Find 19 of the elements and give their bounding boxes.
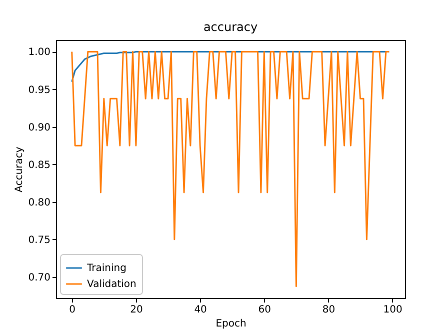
x-tick-label: 20 bbox=[130, 304, 143, 316]
y-tick-label: 0.75 bbox=[28, 234, 50, 246]
x-tick-label: 60 bbox=[258, 304, 272, 316]
y-tick-label: 0.90 bbox=[28, 122, 50, 134]
y-tick-label: 1.00 bbox=[28, 47, 50, 58]
y-tick-label: 0.80 bbox=[28, 197, 50, 208]
legend-label: Validation bbox=[87, 279, 136, 290]
x-tick-label: 100 bbox=[383, 304, 402, 316]
y-tick-label: 0.85 bbox=[28, 160, 50, 171]
line-series bbox=[71, 50, 390, 288]
y-tick-label: 0.95 bbox=[28, 84, 50, 96]
legend-label: Training bbox=[86, 263, 126, 274]
x-tick-label: 0 bbox=[69, 304, 76, 316]
x-axis-title: Epoch bbox=[216, 318, 246, 330]
x-tick-label: 40 bbox=[194, 304, 207, 316]
y-tick-label: 0.70 bbox=[28, 272, 50, 284]
x-tick-label: 80 bbox=[322, 304, 336, 316]
y-axis-title: Accuracy bbox=[14, 146, 26, 192]
chart-title: accuracy bbox=[203, 20, 258, 34]
